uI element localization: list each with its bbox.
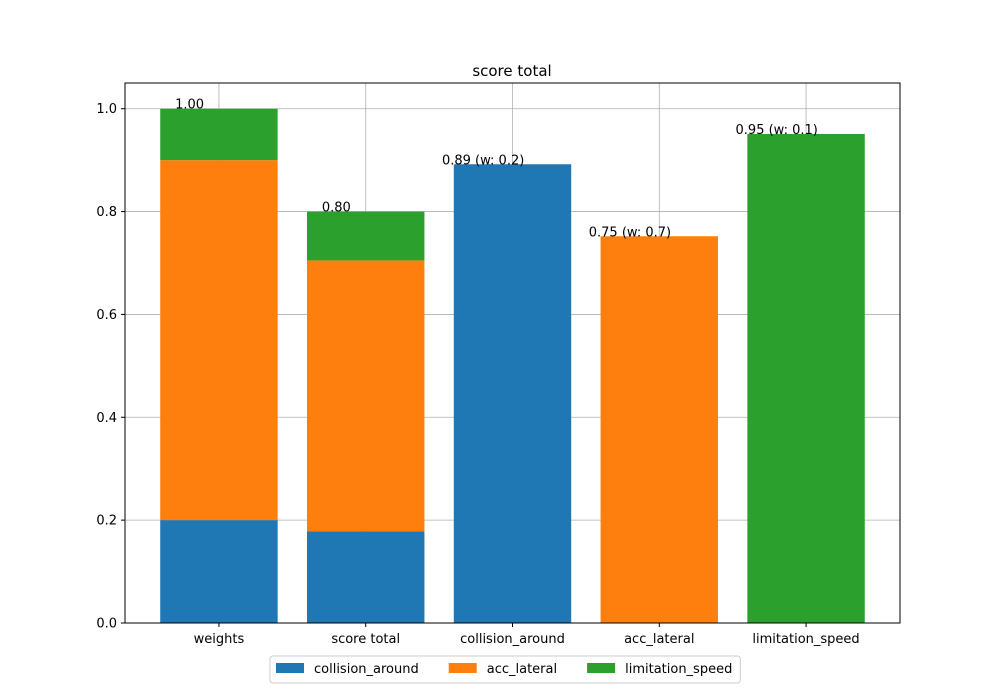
y-tick-label: 0.8 [96, 205, 117, 220]
bar-annotation: 1.00 [175, 98, 204, 113]
bar-segment [600, 236, 718, 623]
legend: collision_around acc_lateral limitation_sp… [269, 655, 741, 684]
x-tick-label: limitation_speed [752, 632, 859, 647]
y-tick-label: 0.4 [96, 411, 117, 426]
chart-title: score total [472, 62, 551, 80]
bar-segment [160, 108, 278, 161]
bar-segment [307, 531, 425, 623]
x-tick-label: score total [331, 632, 400, 647]
bar-segment [747, 133, 865, 623]
y-tick-label: 0.6 [96, 308, 117, 323]
y-tick-label: 0.0 [96, 617, 117, 632]
legend-label: acc_lateral [487, 662, 557, 677]
bar-annotation: 0.80 [322, 201, 351, 216]
bar-segment [307, 260, 425, 532]
x-tick-label: weights [194, 632, 245, 647]
legend-frame [269, 655, 741, 684]
y-tick-label: 0.2 [96, 514, 117, 529]
bar-segment [160, 160, 278, 521]
legend-label: limitation_speed [625, 662, 732, 677]
legend-swatch [587, 663, 616, 673]
plot-frame [124, 82, 901, 624]
bar-segment [160, 520, 278, 623]
bar-segment [307, 211, 425, 261]
bar-segment [453, 164, 572, 623]
legend-swatch [448, 663, 477, 673]
bar-annotation: 0.95 (w: 0.1) [736, 123, 818, 138]
legend-label: collision_around [314, 662, 419, 677]
y-tick-label: 1.0 [96, 102, 117, 117]
x-tick-label: acc_lateral [624, 632, 694, 647]
bar-annotation: 0.75 (w: 0.7) [589, 225, 671, 240]
legend-swatch [276, 663, 304, 673]
x-tick-label: collision_around [460, 632, 565, 647]
bar-annotation: 0.89 (w: 0.2) [442, 153, 524, 168]
